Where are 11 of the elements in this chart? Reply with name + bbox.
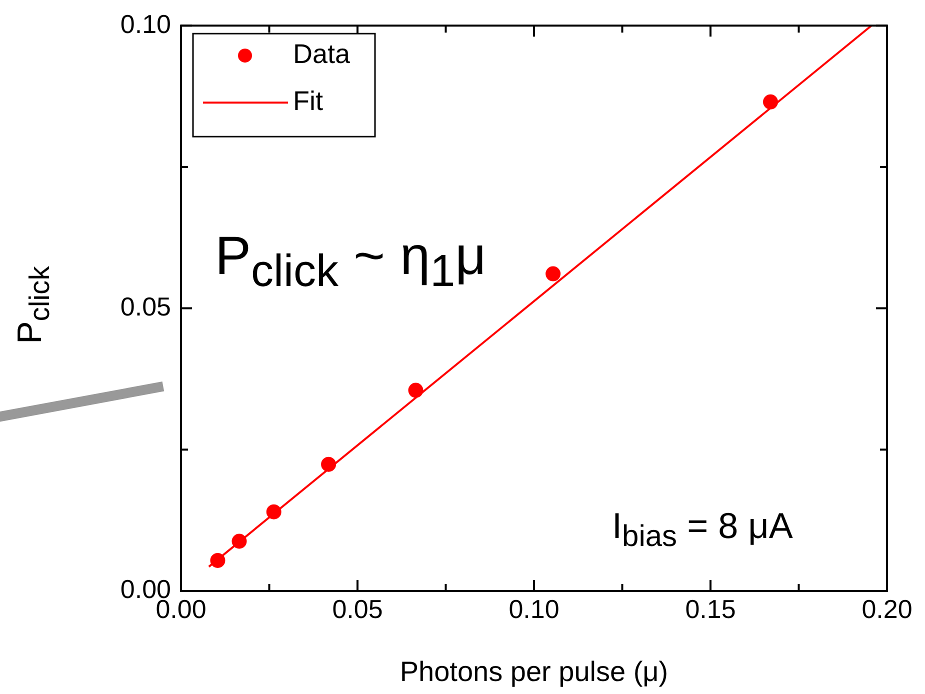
annotation: I$_{bias}$ = 8 μA (612, 505, 793, 554)
y-tick-label: 0.10 (120, 8, 171, 39)
legend-label: Data (293, 39, 352, 70)
x-tick-label: 0.05 (332, 594, 383, 624)
x-tick-label: 0.10 (508, 594, 560, 624)
x-tick-label: 0.15 (685, 594, 736, 624)
x-tick-label: 0.20 (862, 594, 912, 624)
x-axis-title: Photons per pulse (μ) (400, 656, 668, 687)
y-tick-label: 0.05 (120, 291, 171, 322)
annotation: P$_{click}$ ~ η$_{1}$μ (215, 225, 486, 297)
legend-label: Fit (293, 86, 324, 116)
